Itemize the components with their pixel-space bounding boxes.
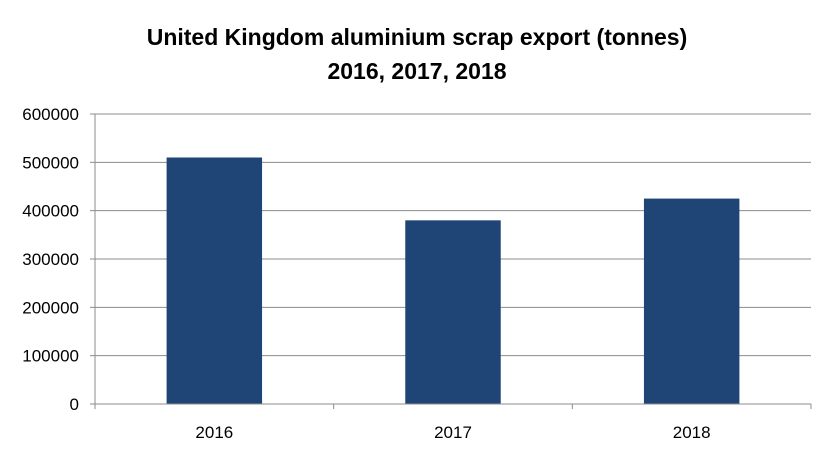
bar-2016 bbox=[166, 157, 263, 404]
bar-2018 bbox=[643, 198, 740, 404]
y-tick-labels: 0 100000 200000 300000 400000 500000 600000 bbox=[22, 105, 79, 414]
axes bbox=[90, 113, 812, 409]
bar-2017 bbox=[405, 220, 501, 404]
y-tick-label: 200000 bbox=[22, 298, 79, 317]
y-tick-label: 300000 bbox=[22, 250, 79, 269]
x-tick-label: 2016 bbox=[195, 423, 233, 442]
chart-subtitle: 2016, 2017, 2018 bbox=[327, 58, 507, 84]
x-tick-label: 2017 bbox=[434, 423, 472, 442]
y-tick-label: 0 bbox=[70, 395, 79, 414]
y-tick-label: 400000 bbox=[22, 202, 79, 221]
chart-title-block: United Kingdom aluminium scrap export (t… bbox=[0, 20, 834, 88]
x-tick-label: 2018 bbox=[673, 423, 711, 442]
y-tick-label: 600000 bbox=[22, 105, 79, 124]
x-tick-labels: 2016 2017 2018 bbox=[195, 423, 710, 442]
chart-title: United Kingdom aluminium scrap export (t… bbox=[146, 24, 688, 50]
y-tick-label: 100000 bbox=[22, 347, 79, 366]
bars bbox=[166, 157, 740, 404]
y-tick-label: 500000 bbox=[22, 153, 79, 172]
